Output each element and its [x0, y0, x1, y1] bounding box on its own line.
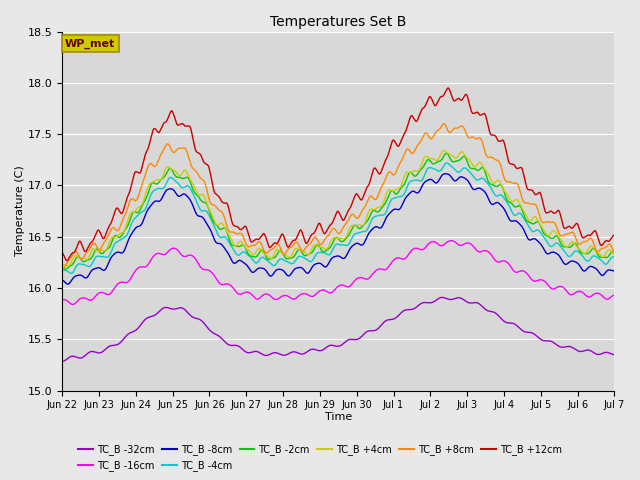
TC_B -2cm [611, 249, 618, 254]
TC_B -32cm [384, 317, 392, 323]
Title: Temperatures Set B: Temperatures Set B [270, 15, 406, 29]
TC_B -32cm [438, 295, 446, 300]
TC_B -8cm [611, 268, 618, 274]
Line: TC_B +4cm: TC_B +4cm [62, 151, 614, 266]
TC_B +12cm [161, 120, 169, 125]
TC_B -4cm [611, 254, 618, 260]
Line: TC_B +12cm: TC_B +12cm [62, 88, 614, 261]
TC_B -16cm [161, 252, 169, 257]
Legend: TC_B -32cm, TC_B -16cm, TC_B -8cm, TC_B -4cm, TC_B -2cm, TC_B +4cm, TC_B +8cm, T: TC_B -32cm, TC_B -16cm, TC_B -8cm, TC_B … [74, 441, 566, 475]
TC_B +12cm [384, 152, 392, 157]
TC_B +4cm [593, 249, 600, 255]
TC_B -2cm [161, 173, 169, 179]
TC_B -32cm [611, 352, 618, 358]
TC_B -32cm [58, 359, 66, 364]
TC_B -4cm [68, 270, 76, 276]
TC_B +8cm [85, 247, 93, 253]
TC_B -2cm [288, 255, 296, 261]
TC_B -8cm [584, 265, 592, 271]
TC_B -2cm [58, 265, 66, 271]
TC_B +8cm [161, 144, 168, 150]
TC_B +4cm [86, 253, 93, 259]
TC_B -8cm [64, 281, 72, 287]
TC_B -16cm [86, 297, 93, 303]
TC_B -32cm [85, 350, 93, 356]
TC_B +12cm [63, 258, 70, 264]
TC_B +8cm [384, 171, 392, 177]
TC_B -16cm [611, 292, 618, 298]
TC_B -8cm [288, 270, 296, 276]
Line: TC_B -8cm: TC_B -8cm [62, 174, 614, 284]
TC_B -32cm [584, 347, 591, 353]
TC_B -32cm [161, 305, 168, 311]
Y-axis label: Temperature (C): Temperature (C) [15, 166, 25, 256]
TC_B +4cm [584, 247, 592, 252]
TC_B -8cm [593, 266, 600, 272]
TC_B -8cm [161, 189, 169, 194]
TC_B +4cm [440, 148, 448, 154]
TC_B -4cm [58, 267, 66, 273]
TC_B +8cm [287, 244, 295, 250]
TC_B -8cm [58, 277, 66, 283]
X-axis label: Time: Time [324, 412, 352, 422]
TC_B -2cm [584, 251, 592, 256]
TC_B +12cm [611, 232, 618, 238]
TC_B -4cm [584, 258, 592, 264]
TC_B -4cm [288, 261, 296, 266]
TC_B +12cm [288, 239, 296, 245]
TC_B -16cm [593, 290, 600, 296]
TC_B -16cm [58, 297, 66, 302]
TC_B +4cm [288, 252, 296, 258]
TC_B -8cm [442, 171, 449, 177]
Line: TC_B -16cm: TC_B -16cm [62, 240, 614, 304]
TC_B +8cm [440, 121, 448, 127]
TC_B +4cm [64, 263, 72, 269]
TC_B -32cm [592, 351, 600, 357]
TC_B +12cm [444, 85, 452, 91]
TC_B +8cm [584, 238, 591, 244]
Line: TC_B -32cm: TC_B -32cm [62, 298, 614, 361]
Line: TC_B +8cm: TC_B +8cm [62, 124, 614, 269]
TC_B -4cm [86, 264, 93, 269]
TC_B -2cm [593, 249, 600, 255]
TC_B -4cm [443, 160, 451, 166]
TC_B +12cm [58, 250, 66, 256]
TC_B -2cm [384, 194, 392, 200]
TC_B -2cm [61, 266, 69, 272]
TC_B -16cm [584, 294, 592, 300]
TC_B -16cm [384, 264, 392, 270]
TC_B -2cm [442, 150, 450, 156]
TC_B -8cm [384, 212, 392, 218]
TC_B -4cm [161, 183, 169, 189]
TC_B -32cm [287, 349, 295, 355]
TC_B +8cm [611, 250, 618, 255]
Line: TC_B -2cm: TC_B -2cm [62, 153, 614, 269]
TC_B +12cm [86, 242, 93, 248]
TC_B +4cm [161, 167, 169, 172]
TC_B -16cm [68, 301, 76, 307]
Text: WP_met: WP_met [65, 39, 115, 49]
TC_B -4cm [593, 254, 600, 260]
TC_B -4cm [384, 204, 392, 210]
TC_B -16cm [288, 296, 296, 301]
TC_B +4cm [384, 187, 392, 193]
TC_B +4cm [611, 251, 618, 257]
TC_B +8cm [592, 247, 600, 252]
TC_B +8cm [58, 266, 66, 272]
Line: TC_B -4cm: TC_B -4cm [62, 163, 614, 273]
TC_B +4cm [58, 262, 66, 268]
TC_B +12cm [593, 230, 600, 236]
TC_B -2cm [86, 257, 93, 263]
TC_B +12cm [584, 232, 592, 238]
TC_B -16cm [447, 238, 455, 243]
TC_B -8cm [86, 271, 93, 277]
